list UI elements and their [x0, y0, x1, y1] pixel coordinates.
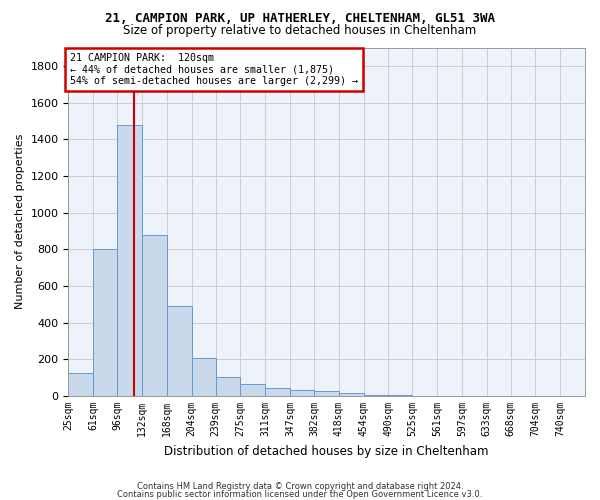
Y-axis label: Number of detached properties: Number of detached properties	[15, 134, 25, 310]
Bar	[215, 377, 241, 396]
Bar	[191, 358, 215, 396]
Bar	[142, 234, 167, 396]
Bar	[339, 393, 364, 396]
Bar	[314, 392, 339, 396]
Bar	[167, 306, 191, 396]
Text: 21, CAMPION PARK, UP HATHERLEY, CHELTENHAM, GL51 3WA: 21, CAMPION PARK, UP HATHERLEY, CHELTENH…	[105, 12, 495, 26]
Bar	[93, 250, 117, 396]
Bar	[364, 394, 388, 396]
Bar	[241, 384, 265, 396]
Bar	[265, 388, 290, 396]
Bar	[388, 395, 412, 396]
Bar	[290, 390, 314, 396]
Text: Contains public sector information licensed under the Open Government Licence v3: Contains public sector information licen…	[118, 490, 482, 499]
X-axis label: Distribution of detached houses by size in Cheltenham: Distribution of detached houses by size …	[164, 444, 489, 458]
Text: Contains HM Land Registry data © Crown copyright and database right 2024.: Contains HM Land Registry data © Crown c…	[137, 482, 463, 491]
Text: Size of property relative to detached houses in Cheltenham: Size of property relative to detached ho…	[124, 24, 476, 37]
Bar	[68, 373, 93, 396]
Bar	[117, 126, 142, 396]
Text: 21 CAMPION PARK:  120sqm
← 44% of detached houses are smaller (1,875)
54% of sem: 21 CAMPION PARK: 120sqm ← 44% of detache…	[70, 53, 358, 86]
